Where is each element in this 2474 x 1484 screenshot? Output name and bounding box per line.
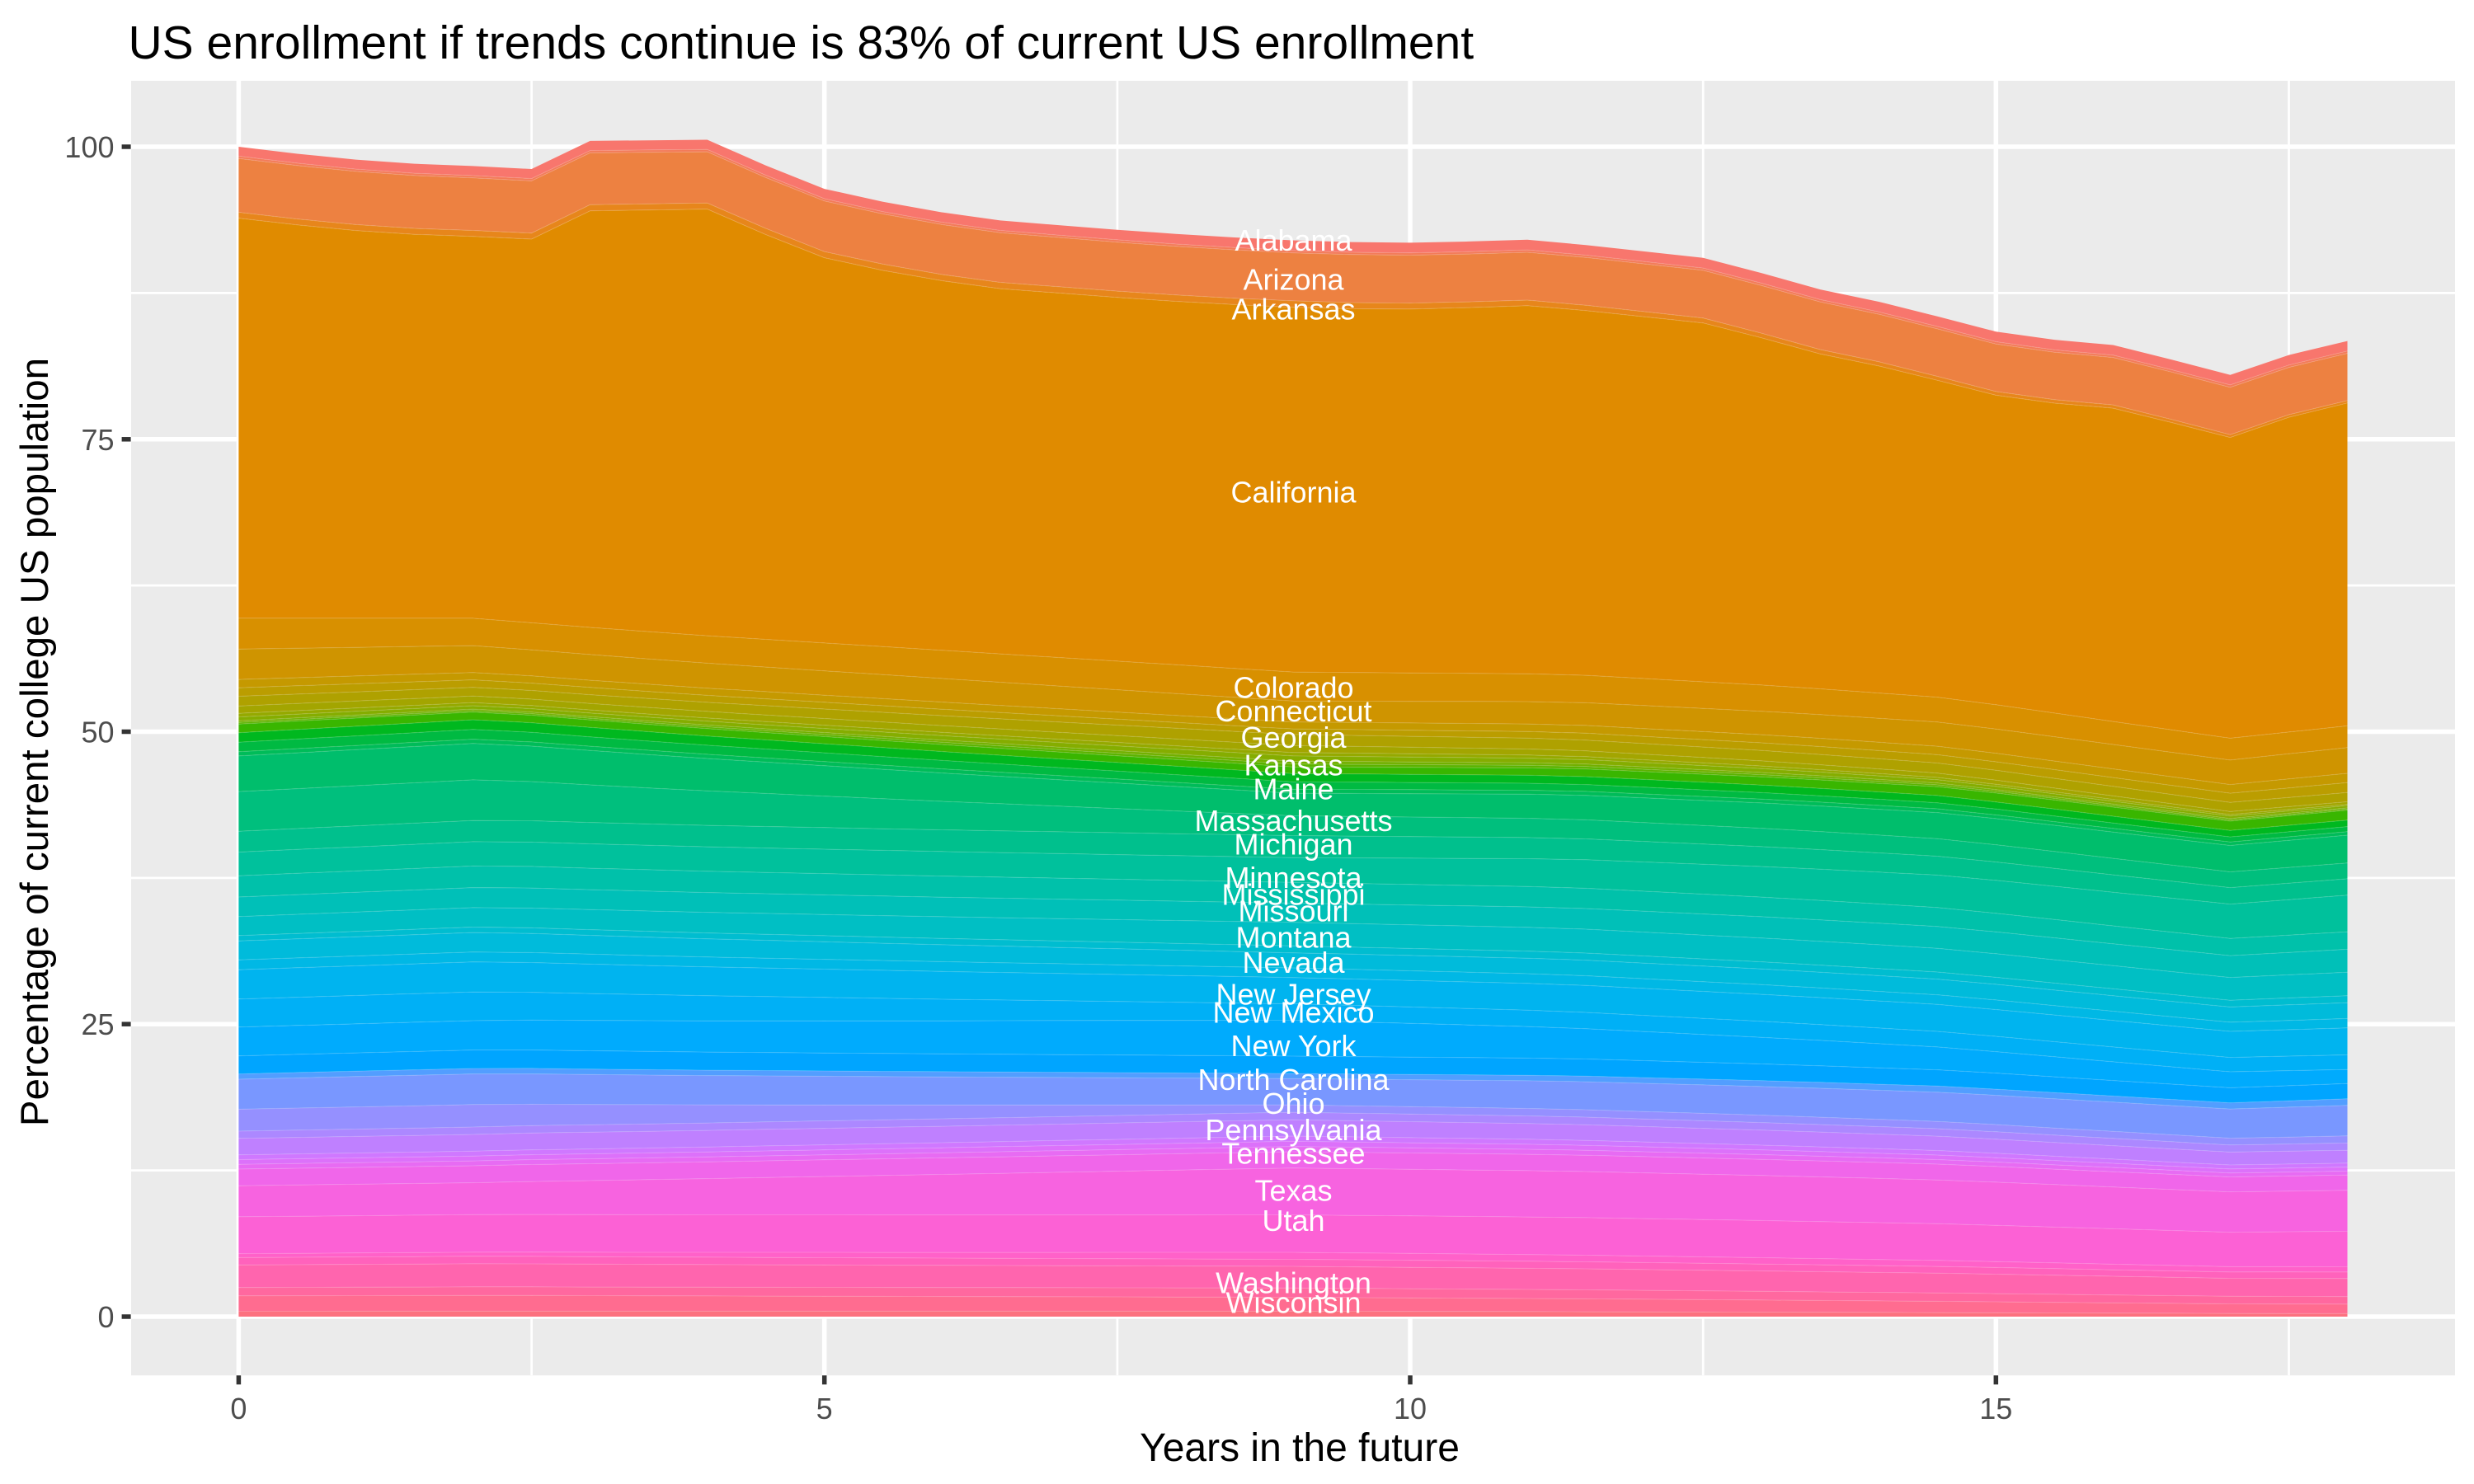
svg-text:Connecticut: Connecticut [1215,694,1371,728]
svg-text:Arkansas: Arkansas [1231,292,1355,326]
svg-text:Wisconsin: Wisconsin [1225,1286,1361,1320]
svg-text:0: 0 [230,1392,247,1425]
svg-text:Ohio: Ohio [1262,1087,1324,1120]
svg-text:75: 75 [81,423,114,457]
svg-text:New Jersey: New Jersey [1216,978,1371,1012]
svg-text:Maine: Maine [1253,772,1333,805]
svg-text:Massachusetts: Massachusetts [1194,804,1392,838]
svg-text:Percentage of current college: Percentage of current college US populat… [13,358,57,1126]
svg-text:10: 10 [1394,1392,1427,1425]
svg-text:0: 0 [97,1300,114,1334]
svg-text:Nevada: Nevada [1242,946,1345,979]
svg-text:Washington: Washington [1216,1266,1371,1300]
svg-text:Colorado: Colorado [1233,670,1353,704]
svg-text:California: California [1230,476,1357,510]
svg-text:North Carolina: North Carolina [1197,1063,1390,1097]
svg-text:Michigan: Michigan [1234,828,1352,862]
svg-text:Minnesota: Minnesota [1225,861,1362,895]
svg-text:Georgia: Georgia [1240,721,1347,754]
svg-text:Arizona: Arizona [1243,263,1344,297]
svg-text:Texas: Texas [1254,1173,1332,1207]
svg-text:New York: New York [1230,1029,1357,1063]
svg-text:Mississippi: Mississippi [1221,877,1365,911]
svg-text:Years in the future: Years in the future [1140,1426,1460,1470]
svg-text:New Mexico: New Mexico [1212,996,1374,1030]
svg-text:15: 15 [1979,1392,2012,1425]
svg-text:Kansas: Kansas [1244,748,1343,782]
svg-text:US enrollment if trends contin: US enrollment if trends continue is 83% … [129,16,1475,69]
svg-text:Missouri: Missouri [1238,895,1348,928]
svg-text:50: 50 [81,716,114,749]
svg-text:100: 100 [64,130,114,164]
svg-text:Montana: Montana [1235,921,1352,955]
svg-text:25: 25 [81,1007,114,1041]
svg-text:5: 5 [816,1392,833,1425]
svg-text:Utah: Utah [1262,1204,1324,1237]
svg-text:Tennessee: Tennessee [1221,1137,1365,1171]
svg-text:Alabama: Alabama [1235,223,1352,257]
svg-text:Pennsylvania: Pennsylvania [1205,1113,1382,1147]
